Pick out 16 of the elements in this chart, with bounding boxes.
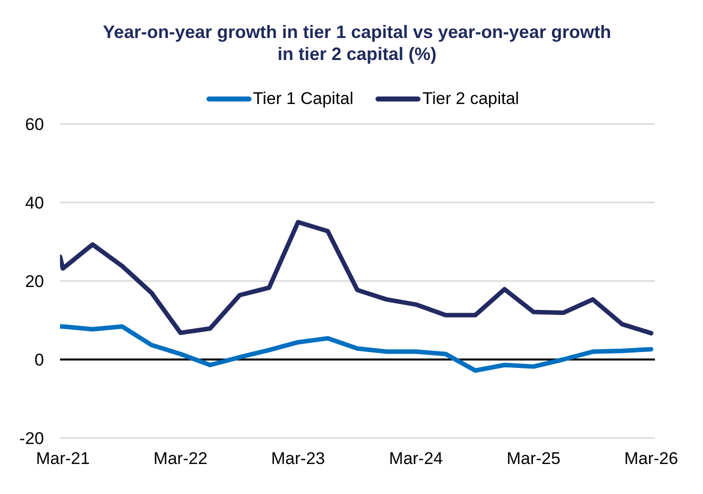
line-series [60,324,654,373]
x-tick-label: Mar-24 [389,449,443,468]
x-tick-label: Mar-25 [506,449,560,468]
legend-label: Tier 1 Capital [252,89,354,109]
y-tick-label: 20 [25,272,44,292]
chart-title: Year-on-year growth in tier 1 capital vs year-on-year growth in tier 2 capital (%) [102,21,612,65]
x-tick-label: Mar-22 [154,449,208,468]
x-tick-label: Mar-23 [271,449,325,468]
line-series [60,220,654,336]
x-tick-label: Mar-26 [624,449,678,468]
x-tick-label: Mar-21 [36,449,90,468]
y-tick-label: -20 [19,429,44,448]
y-tick-label: 60 [25,115,44,134]
legend-label: Tier 2 capital [422,89,520,109]
y-tick-label: 40 [25,194,44,213]
y-tick-label: 0 [34,350,44,370]
